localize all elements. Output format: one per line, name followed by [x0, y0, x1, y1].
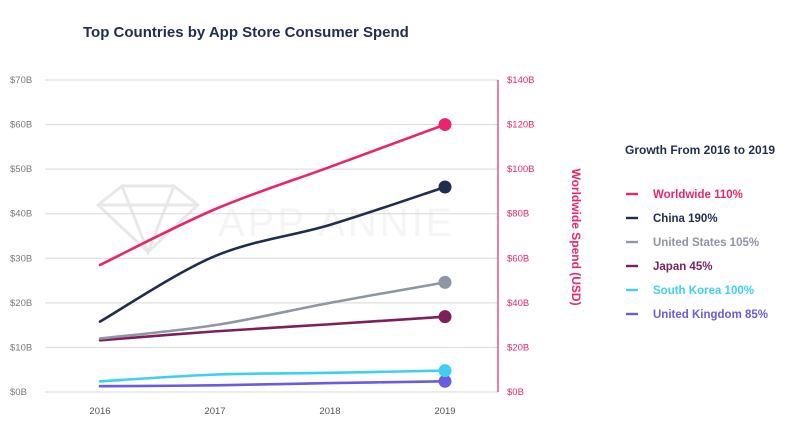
y-left-tick-label: $40B [10, 209, 32, 220]
series-end-markers [438, 118, 452, 388]
legend-label-japan: Japan 45% [653, 261, 712, 273]
legend: Growth From 2016 to 2019 Worldwide 110% C… [625, 143, 775, 321]
y-right-tick-label: $40B [507, 298, 529, 309]
legend-title: Growth From 2016 to 2019 [625, 143, 775, 157]
series-line-united-states [98, 281, 447, 340]
axes: $0B $0B $10B $20B $20B $40B $30B $60B $40B $80B $5… [10, 75, 534, 417]
x-tick-label: 2019 [434, 406, 455, 417]
y-right-tick-label: $100B [507, 164, 534, 175]
watermark: APP ANNIE [95, 184, 452, 257]
series-marker-south-korea [438, 364, 452, 378]
legend-label-china: China 190% [653, 213, 718, 225]
x-tick-label: 2018 [319, 406, 340, 417]
legend-label-united-states: United States 105% [653, 237, 759, 249]
x-tick-label: 2016 [89, 406, 110, 417]
series-marker-china [438, 180, 452, 194]
y-right-tick-label: $140B [507, 75, 534, 86]
series-line-china [98, 185, 447, 323]
series-line-united-kingdom [98, 380, 447, 388]
y-right-tick-label: $80B [507, 209, 529, 220]
series-marker-japan [438, 310, 452, 324]
y-left-tick-label: $20B [10, 298, 32, 309]
legend-label-united-kingdom: United Kingdom 85% [653, 309, 768, 321]
series-marker-united-kingdom [438, 374, 452, 388]
series-line-japan [98, 315, 447, 342]
series-lines [98, 123, 447, 388]
y-left-tick-label: $70B [10, 75, 32, 86]
right-axis-title: Worldwide Spend (USD) [569, 168, 583, 305]
y-left-tick-label: $10B [10, 342, 32, 353]
y-left-tick-label: $60B [10, 120, 32, 131]
series-line-worldwide [98, 123, 447, 267]
x-tick-label: 2017 [204, 406, 225, 417]
chart-title: Top Countries by App Store Consumer Spen… [83, 24, 409, 41]
y-right-tick-label: $120B [507, 120, 534, 131]
y-right-tick-label: $0B [507, 387, 524, 398]
y-left-tick-label: $50B [10, 164, 32, 175]
y-right-tick-label: $60B [507, 253, 529, 264]
gridlines [45, 79, 498, 393]
y-left-tick-label: $30B [10, 253, 32, 264]
legend-label-south-korea: South Korea 100% [653, 285, 754, 297]
legend-label-worldwide: Worldwide 110% [653, 189, 743, 201]
y-left-tick-label: $0B [10, 387, 27, 398]
y-right-tick-label: $20B [507, 342, 529, 353]
series-marker-united-states [438, 275, 452, 289]
series-line-south-korea [98, 369, 447, 383]
series-marker-worldwide [438, 118, 452, 132]
